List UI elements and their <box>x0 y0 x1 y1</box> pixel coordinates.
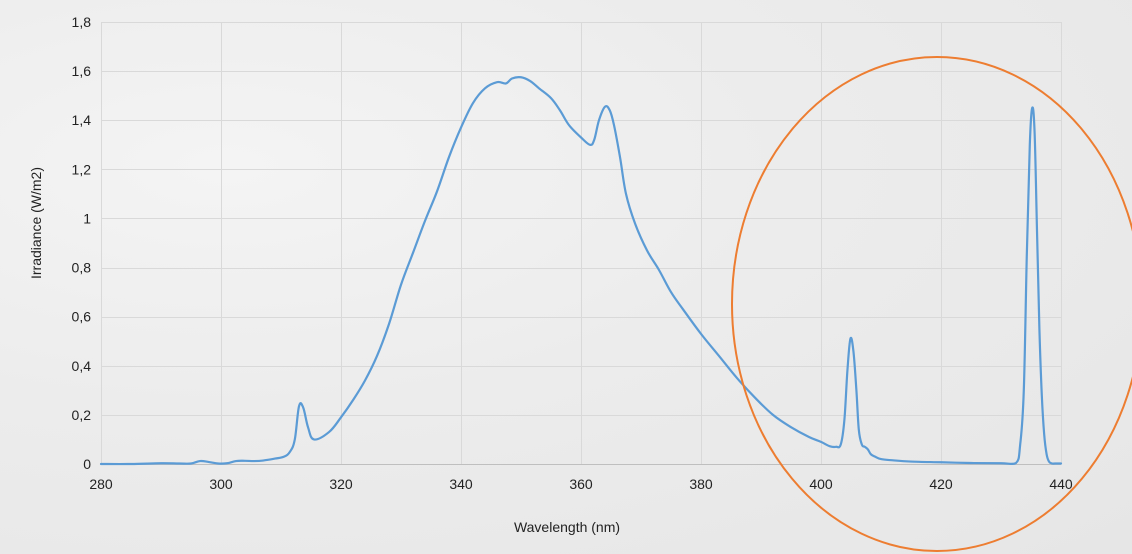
x-tick-label: 380 <box>689 476 713 492</box>
overlay-layer <box>731 56 1132 552</box>
x-tick-label: 400 <box>809 476 833 492</box>
y-tick-label: 0,6 <box>72 309 92 325</box>
y-tick-label: 1 <box>83 210 91 226</box>
x-axis-tick-labels: 280 300 320 340 360 380 400 420 440 <box>89 476 1073 492</box>
x-tick-label: 360 <box>569 476 593 492</box>
x-axis-title: Wavelength (nm) <box>514 519 620 535</box>
gridlines <box>101 22 1062 465</box>
x-tick-label: 420 <box>929 476 953 492</box>
y-axis-tick-labels: 0 0,2 0,4 0,6 0,8 1 1,2 1,4 1,6 1,8 <box>72 14 92 472</box>
y-tick-label: 1,8 <box>72 14 92 30</box>
x-tick-label: 320 <box>329 476 353 492</box>
series-line <box>99 76 1063 466</box>
x-tick-label: 300 <box>209 476 233 492</box>
y-tick-label: 1,2 <box>72 161 92 177</box>
y-tick-label: 0,8 <box>72 260 92 276</box>
x-tick-label: 440 <box>1049 476 1073 492</box>
y-tick-label: 0 <box>83 456 91 472</box>
y-axis-title: Irradiance (W/m2) <box>28 167 44 279</box>
highlight-ellipse <box>731 56 1132 552</box>
series-layer <box>99 76 1063 466</box>
x-tick-label: 280 <box>89 476 113 492</box>
x-tick-label: 340 <box>449 476 473 492</box>
y-tick-label: 1,4 <box>72 112 92 128</box>
y-tick-label: 1,6 <box>72 63 92 79</box>
y-tick-label: 0,4 <box>72 358 92 374</box>
y-tick-label: 0,2 <box>72 407 92 423</box>
